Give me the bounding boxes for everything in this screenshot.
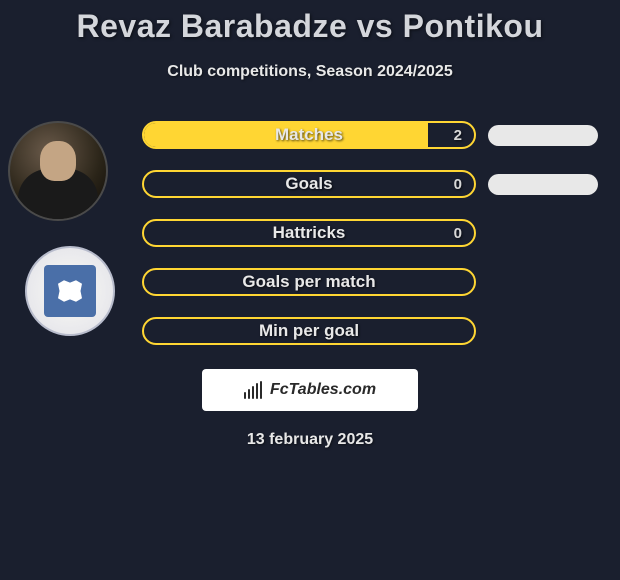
stat-label: Matches [275, 125, 343, 145]
stat-bar-right [488, 125, 598, 146]
brand-name: FcTables.com [270, 381, 376, 399]
stat-bar-left: Goals per match [142, 268, 476, 296]
stat-label: Hattricks [273, 223, 346, 243]
stat-bar-left: Hattricks 0 [142, 219, 476, 247]
stat-value-left: 2 [454, 127, 462, 144]
stat-bar-right [488, 174, 598, 195]
stat-label: Min per goal [259, 321, 359, 341]
stat-label: Goals [285, 174, 332, 194]
brand-logo[interactable]: FcTables.com [202, 369, 418, 411]
stat-value-left: 0 [454, 225, 462, 242]
player-avatar-left [8, 121, 108, 221]
subtitle: Club competitions, Season 2024/2025 [0, 63, 620, 81]
stats-container: Matches 2 Goals 0 Hattricks 0 Goals per match M… [0, 121, 620, 345]
footer-date: 13 february 2025 [0, 431, 620, 449]
chart-bars-icon [244, 381, 264, 399]
stat-row: Hattricks 0 [0, 219, 620, 247]
stat-bar-left: Matches 2 [142, 121, 476, 149]
stat-value-left: 0 [454, 176, 462, 193]
stat-bar-left: Goals 0 [142, 170, 476, 198]
stat-bar-left: Min per goal [142, 317, 476, 345]
club-badge-left [25, 246, 115, 336]
page-title: Revaz Barabadze vs Pontikou [0, 0, 620, 45]
stat-label: Goals per match [242, 272, 375, 292]
